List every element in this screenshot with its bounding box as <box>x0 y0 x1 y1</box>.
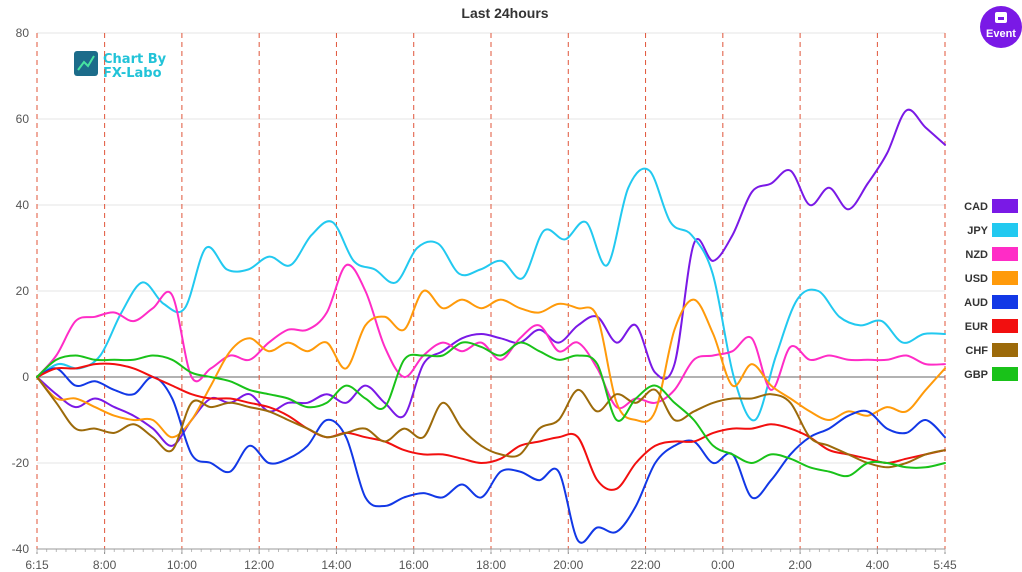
chart-title: Last 24hours <box>461 5 548 21</box>
x-tick-label: 14:00 <box>321 558 351 572</box>
series-line-gbp <box>36 341 946 478</box>
x-tick-label: 16:00 <box>399 558 429 572</box>
y-tick-label: 40 <box>16 198 30 212</box>
x-tick-label: 4:00 <box>866 558 890 572</box>
y-tick-label: 0 <box>22 370 29 384</box>
event-button-circle[interactable] <box>980 6 1022 48</box>
calendar-icon-inner <box>998 17 1004 20</box>
y-tick-label: -20 <box>12 456 30 470</box>
watermark-chart-icon <box>77 55 95 71</box>
x-tick-label: 8:00 <box>93 558 117 572</box>
legend-swatch-aud <box>992 295 1018 309</box>
x-tick-label: 22:00 <box>631 558 661 572</box>
legend-swatch-eur <box>992 319 1018 333</box>
legend-swatch-gbp <box>992 367 1018 381</box>
series-line-nzd <box>36 263 946 410</box>
series-line-aud <box>36 367 946 544</box>
legend-label-usd: USD <box>965 273 988 285</box>
y-tick-label: 20 <box>16 284 30 298</box>
series-line-chf <box>36 376 946 469</box>
legend-label-eur: EUR <box>965 321 988 333</box>
series-lines <box>36 108 946 544</box>
legend-label-jpy: JPY <box>967 225 988 237</box>
x-axis: 6:15 8:00 10:00 12:00 14:00 16:00 18:00 20:00 22… <box>25 548 957 572</box>
x-tick-label: 12:00 <box>244 558 274 572</box>
series-line-usd <box>36 289 946 439</box>
x-tick-label: 10:00 <box>167 558 197 572</box>
legend-swatch-jpy <box>992 223 1018 237</box>
legend-label-nzd: NZD <box>965 249 988 261</box>
series-line-eur <box>36 362 946 491</box>
legend-label-cad: CAD <box>964 201 988 213</box>
x-tick-label: 20:00 <box>553 558 583 572</box>
legend: CAD JPY NZD USD AUD EUR CHF GBP <box>964 199 1018 381</box>
y-axis: -40 -20 0 20 40 60 80 <box>12 26 30 556</box>
x-tick-label: 2:00 <box>788 558 812 572</box>
legend-label-gbp: GBP <box>964 369 988 381</box>
gridlines <box>36 32 946 550</box>
event-button[interactable]: Event <box>980 6 1022 48</box>
y-tick-label: -40 <box>12 542 30 556</box>
legend-swatch-nzd <box>992 247 1018 261</box>
watermark-logo: Chart By FX-Labo <box>74 51 167 81</box>
legend-swatch-cad <box>992 199 1018 213</box>
x-tick-label: 6:15 <box>25 558 49 572</box>
x-tick-label: 5:45 <box>933 558 957 572</box>
legend-swatch-chf <box>992 343 1018 357</box>
series-line-jpy <box>36 167 946 422</box>
x-tick-label: 0:00 <box>711 558 735 572</box>
y-tick-label: 80 <box>16 26 30 40</box>
event-button-label: Event <box>986 28 1016 40</box>
x-tick-label: 18:00 <box>476 558 506 572</box>
legend-swatch-usd <box>992 271 1018 285</box>
y-tick-label: 60 <box>16 112 30 126</box>
watermark-line1: Chart By <box>103 52 167 67</box>
watermark-line2: FX-Labo <box>103 66 162 81</box>
legend-label-chf: CHF <box>965 345 988 357</box>
legend-label-aud: AUD <box>964 297 988 309</box>
